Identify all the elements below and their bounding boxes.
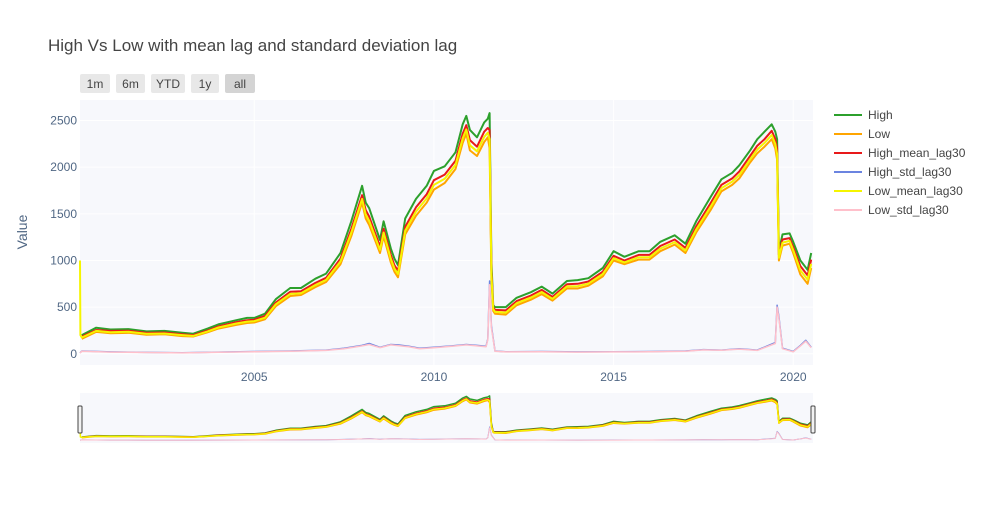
range-slider-right-handle[interactable] — [810, 405, 816, 434]
series-line-low-mean-lag30[interactable] — [79, 128, 813, 339]
series-line-high-mean-lag30[interactable] — [81, 124, 813, 338]
slider-line-low-mean-lag30 — [79, 398, 812, 439]
range-button-label: 6m — [122, 77, 139, 91]
y-tick-label: 1000 — [50, 253, 77, 267]
series-line-low-std-lag30[interactable] — [79, 284, 812, 354]
range-button-bg — [225, 74, 255, 93]
y-axis-ticks: 0 500 1000 1500 2000 2500 — [50, 114, 77, 361]
y-axis-label: Value — [14, 214, 30, 249]
y-gridlines — [80, 120, 813, 355]
legend-label: Low_std_lag30 — [868, 203, 949, 217]
legend-item-low[interactable]: Low — [834, 127, 890, 141]
range-button-label: YTD — [156, 77, 180, 91]
series-line-low[interactable] — [81, 132, 813, 340]
range-button-label: 1y — [199, 77, 212, 91]
x-tick-label: 2015 — [600, 370, 627, 384]
range-button-label: all — [234, 77, 246, 91]
range-button-bg — [191, 74, 219, 93]
series-lines — [79, 112, 813, 354]
series-line-high[interactable] — [81, 112, 813, 336]
y-tick-label: 0 — [70, 347, 77, 361]
range-slider-series — [79, 395, 812, 441]
legend-label: High — [868, 108, 893, 122]
legend-item-low-std-lag30[interactable]: Low_std_lag30 — [834, 203, 949, 217]
range-slider-left-handle[interactable] — [77, 405, 83, 434]
range-button-1m[interactable]: 1m — [80, 74, 110, 93]
range-button-bg — [80, 74, 110, 93]
legend: High Low High_mean_lag30 High_std_lag30 Low_… — [834, 108, 966, 217]
x-axis-ticks: 2005 2010 2015 2020 — [241, 370, 807, 384]
x-tick-label: 2005 — [241, 370, 268, 384]
range-button-6m[interactable]: 6m — [116, 74, 145, 93]
slider-line-low-std-lag30 — [79, 427, 812, 441]
legend-item-high-mean-lag30[interactable]: High_mean_lag30 — [834, 146, 966, 160]
y-tick-label: 2500 — [50, 114, 77, 128]
range-selector: 1m 6m YTD 1y all — [80, 74, 255, 93]
range-button-ytd[interactable]: YTD — [151, 74, 185, 93]
range-button-all[interactable]: all — [225, 74, 255, 93]
legend-label: High_std_lag30 — [868, 165, 952, 179]
y-tick-label: 500 — [57, 300, 77, 314]
legend-label: Low_mean_lag30 — [868, 184, 963, 198]
range-button-bg — [116, 74, 145, 93]
chart-title: High Vs Low with mean lag and standard d… — [48, 36, 457, 55]
range-button-bg — [151, 74, 185, 93]
legend-item-high[interactable]: High — [834, 108, 893, 122]
range-button-1y[interactable]: 1y — [191, 74, 219, 93]
legend-item-low-mean-lag30[interactable]: Low_mean_lag30 — [834, 184, 963, 198]
legend-label: Low — [868, 127, 890, 141]
legend-item-high-std-lag30[interactable]: High_std_lag30 — [834, 165, 952, 179]
legend-label: High_mean_lag30 — [868, 146, 966, 160]
range-button-label: 1m — [87, 77, 104, 91]
x-tick-label: 2010 — [421, 370, 448, 384]
range-slider-background[interactable] — [80, 393, 813, 443]
plot-background — [80, 100, 813, 365]
y-tick-label: 1500 — [50, 207, 77, 221]
x-tick-label: 2020 — [780, 370, 807, 384]
y-tick-label: 2000 — [50, 160, 77, 174]
